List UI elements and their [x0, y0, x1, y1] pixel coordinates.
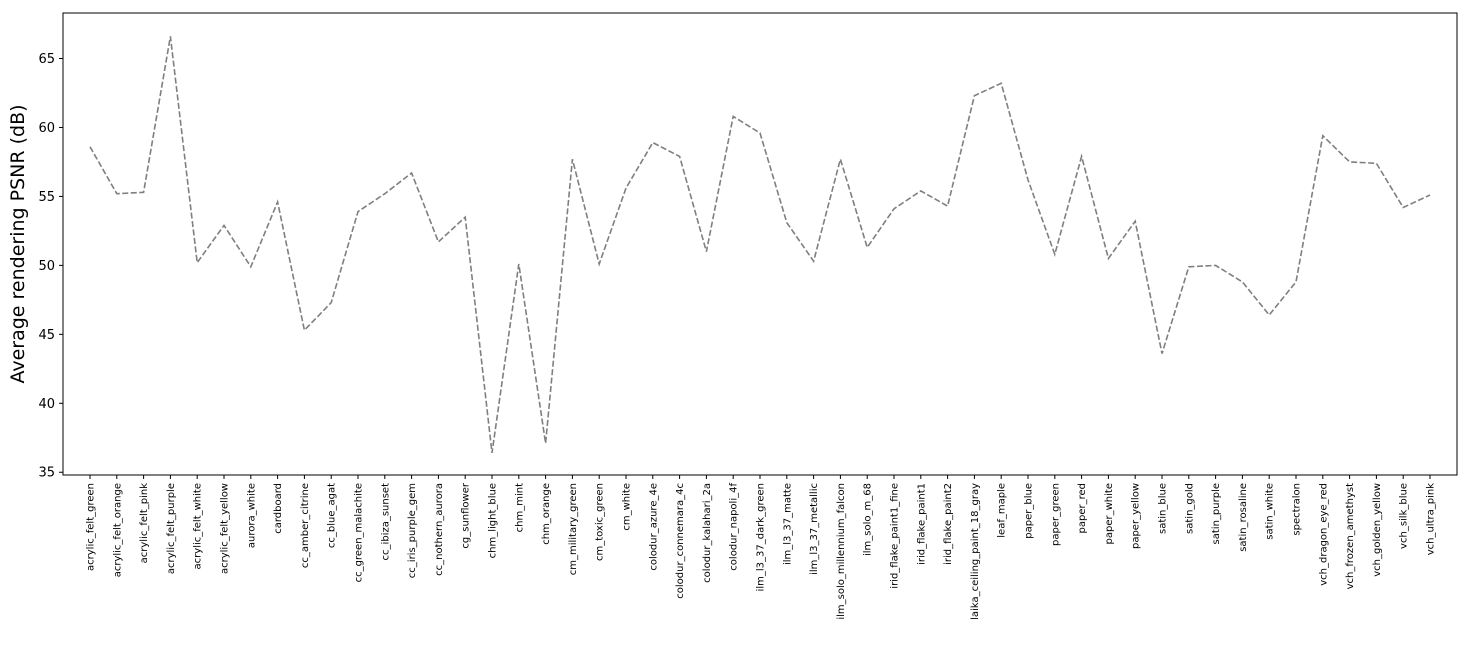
plot-area-frame	[62, 12, 1458, 476]
x-tick-label: vch_dragon_eye_red	[1318, 483, 1329, 586]
x-tick-label: chm_orange	[541, 483, 552, 545]
x-tick-label: colodur_connemara_4c	[675, 483, 686, 599]
x-tick-label: acrylic_felt_pink	[139, 483, 150, 564]
y-tick-label: 55	[38, 190, 55, 205]
x-tick-label: ilm_l3_37_dark_green	[756, 483, 767, 591]
y-tick-label: 35	[38, 466, 55, 481]
x-tick-label: satin_gold	[1184, 483, 1195, 534]
x-tick-label: cg_sunflower	[461, 482, 472, 548]
y-axis-ticks: 35 40 45 50 55 60 65	[38, 52, 63, 481]
x-tick-label: acrylic_felt_orange	[112, 483, 123, 577]
x-tick-label: satin_blue	[1158, 483, 1169, 534]
x-tick-label: aurora_white	[246, 483, 257, 548]
x-tick-label: spectralon	[1292, 483, 1303, 536]
x-tick-label: satin_rosaline	[1238, 483, 1249, 552]
x-tick-label: ilm_solo_m_68	[863, 483, 874, 556]
x-tick-label: cc_blue_agat	[327, 483, 338, 548]
x-tick-label: paper_white	[1104, 483, 1115, 544]
x-tick-label: irid_flake_paint1	[916, 483, 927, 565]
x-tick-label: irid_flake_paint1_fine	[890, 483, 901, 589]
x-tick-label: chm_light_blue	[488, 483, 499, 558]
y-tick-label: 50	[38, 259, 55, 274]
x-tick-label: acrylic_felt_green	[86, 483, 97, 571]
x-axis-ticks: acrylic_felt_green acrylic_felt_orange acr…	[86, 475, 1437, 620]
y-tick-label: 65	[38, 52, 55, 67]
x-tick-label: acrylic_felt_purple	[166, 483, 177, 574]
x-tick-label: paper_blue	[1024, 483, 1035, 539]
y-tick-label: 45	[38, 328, 55, 343]
x-tick-label: vch_ultra_pink	[1426, 483, 1437, 555]
y-tick-label: 60	[38, 121, 55, 136]
x-tick-label: colodur_kalahari_2a	[702, 483, 713, 583]
x-tick-label: acrylic_felt_white	[193, 483, 204, 569]
x-tick-label: vch_silk_blue	[1399, 483, 1410, 549]
series-layer	[89, 36, 1431, 454]
x-tick-label: paper_red	[1077, 483, 1088, 533]
y-tick-label: 40	[38, 397, 55, 412]
x-tick-label: cardboard	[273, 483, 284, 534]
x-tick-label: chm_mint	[514, 483, 525, 532]
x-tick-label: satin_purple	[1211, 483, 1222, 544]
x-tick-label: ilm_l3_37_metallic	[809, 483, 820, 575]
x-tick-label: cc_ibiza_sunset	[380, 483, 391, 561]
x-tick-label: cm_toxic_green	[595, 483, 606, 561]
x-tick-label: cc_nothern_aurora	[434, 483, 445, 576]
x-tick-label: cm_military_green	[568, 483, 579, 575]
x-tick-label: cc_amber_citrine	[300, 483, 311, 568]
x-tick-label: leaf_maple	[997, 483, 1008, 538]
series-line	[89, 36, 1431, 454]
x-tick-label: laika_ceiling_paint_18_gray	[970, 483, 981, 620]
x-tick-label: cc_green_malachite	[354, 483, 365, 582]
x-tick-label: colodur_napoli_4f	[729, 483, 740, 571]
x-tick-label: cc_iris_purple_gem	[407, 483, 418, 578]
x-tick-label: vch_frozen_amethyst	[1345, 483, 1356, 589]
x-tick-label: acrylic_felt_yellow	[220, 483, 231, 574]
x-tick-label: colodur_azure_4e	[648, 483, 659, 571]
x-tick-label: cm_white	[622, 483, 633, 531]
x-tick-label: vch_golden_yellow	[1372, 483, 1383, 577]
x-tick-label: satin_white	[1265, 483, 1276, 540]
x-tick-label: ilm_solo_millennium_falcon	[836, 483, 847, 620]
x-tick-label: paper_yellow	[1131, 483, 1142, 549]
x-tick-label: paper_green	[1050, 483, 1061, 546]
y-axis-label: Average rendering PSNR (dB)	[7, 104, 29, 383]
x-tick-label: ilm_l3_37_matte	[782, 483, 793, 565]
x-tick-label: irid_flake_paint2	[943, 483, 954, 565]
